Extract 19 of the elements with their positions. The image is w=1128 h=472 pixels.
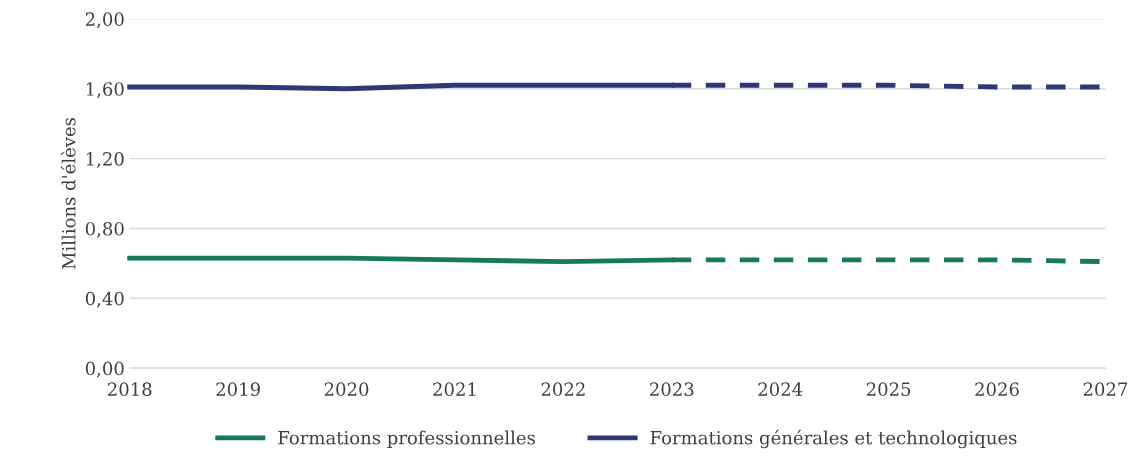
legend-label: Formations générales et technologiques [650, 429, 1017, 449]
x-tick-label: 2025 [866, 382, 911, 397]
y-tick-label: 1,60 [86, 82, 124, 99]
x-tick-label: 2027 [1083, 382, 1128, 397]
y-tick-label: 0,80 [85, 221, 124, 238]
x-tick-label: 2019 [216, 382, 260, 397]
x-tick-label: 2026 [975, 382, 1019, 397]
y-tick-label: 0,40 [85, 291, 124, 308]
y-axis-title: Millions d'élèves [60, 117, 76, 270]
y-tick-label: 1,20 [86, 152, 124, 168]
y-tick-label: 2,00 [85, 12, 124, 29]
x-tick-label: 2021 [433, 382, 476, 397]
x-tick-label: 2022 [541, 382, 585, 397]
x-tick-label: 2024 [758, 382, 803, 397]
x-tick-label: 2020 [324, 382, 369, 397]
y-tick-label: 0,00 [85, 361, 124, 378]
x-tick-label: 2023 [650, 382, 694, 397]
x-tick-label: 2018 [107, 382, 152, 397]
legend-label: Formations professionnelles [278, 430, 535, 449]
